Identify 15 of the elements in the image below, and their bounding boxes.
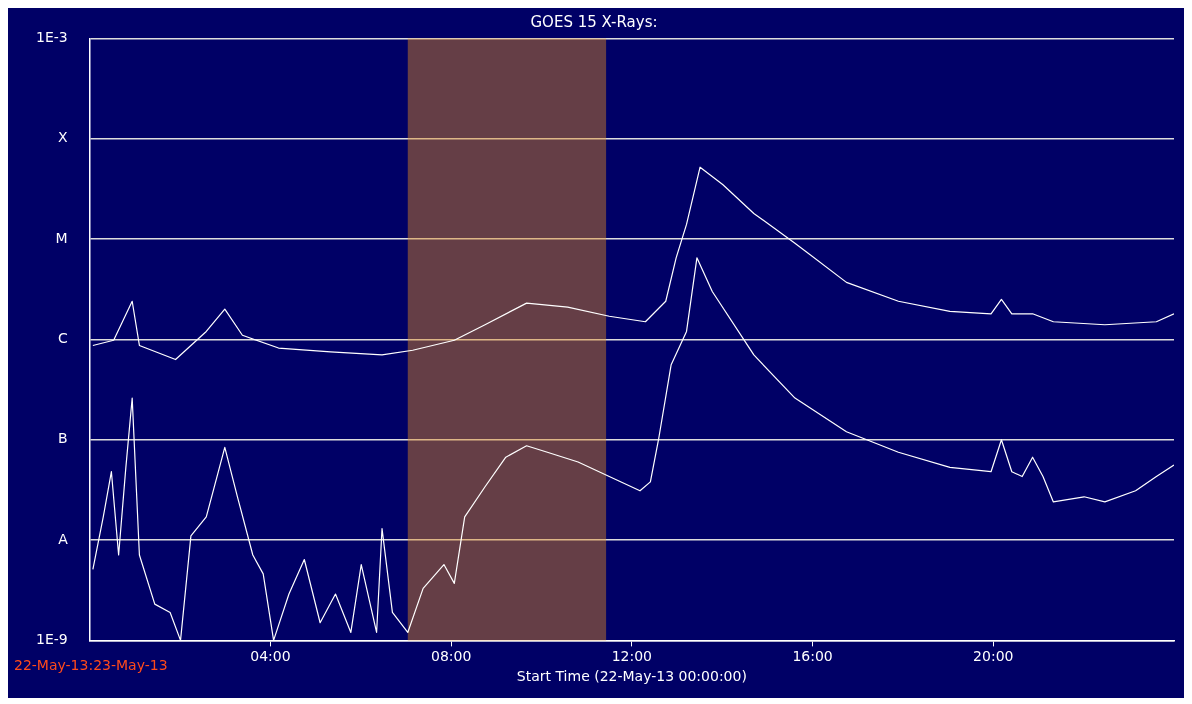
x-tick-label: 20:00 bbox=[973, 648, 1014, 665]
y-tick-label: B bbox=[58, 430, 68, 447]
y-tick-label: A bbox=[58, 530, 69, 547]
y-tick-label: M bbox=[55, 229, 68, 246]
y-tick-label: C bbox=[57, 330, 68, 347]
x-axis-title: Start Time (22-May-13 00:00:00) bbox=[516, 668, 747, 685]
y-tick-label: X bbox=[58, 129, 69, 146]
chart-title: GOES 15 X-Rays: bbox=[530, 13, 658, 32]
x-tick-label: 16:00 bbox=[792, 648, 833, 665]
x-tick-label: 08:00 bbox=[430, 648, 472, 665]
x-tick-label: 12:00 bbox=[611, 648, 653, 665]
y-tick-label: 1E-3 bbox=[35, 29, 68, 46]
x-tick-label: 04:00 bbox=[250, 648, 291, 665]
y-tick-label: 1E-9 bbox=[35, 631, 68, 648]
text: 22-May-13:23-May-13 bbox=[14, 657, 168, 674]
